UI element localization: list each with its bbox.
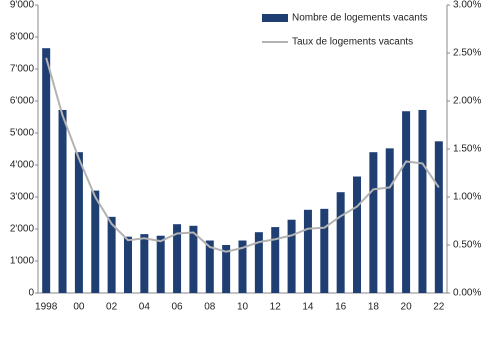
x-tick-label: 18 (368, 302, 380, 313)
y2-tick-label: 3.00% (453, 0, 481, 11)
x-tick-label: 00 (73, 302, 85, 313)
bar (385, 148, 394, 293)
bar (336, 192, 345, 293)
x-tick-label: 14 (302, 302, 314, 313)
x-tick-label: 20 (401, 302, 413, 313)
bar (123, 236, 132, 293)
y-tick-label: 3'000 (10, 192, 35, 203)
bar (238, 240, 247, 293)
bar (91, 190, 100, 293)
bar (222, 245, 231, 293)
bar (254, 232, 263, 293)
legend-label: Taux de logements vacants (292, 37, 413, 48)
bar (353, 176, 362, 293)
bar (418, 109, 427, 294)
bar (205, 240, 214, 293)
y-tick-label: 0 (28, 288, 34, 299)
x-tick-label: 04 (139, 302, 151, 313)
y-tick-label: 1'000 (10, 256, 35, 267)
y-tick-label: 4'000 (10, 160, 35, 171)
y2-tick-label: 1.50% (453, 144, 481, 155)
bar (189, 225, 198, 293)
y2-tick-label: 0.50% (453, 240, 481, 251)
legend-label: Nombre de logements vacants (292, 13, 428, 24)
bar (42, 48, 51, 294)
y-tick-label: 2'000 (10, 224, 35, 235)
line (45, 57, 440, 253)
x-tick-label: 10 (237, 302, 249, 313)
bar (156, 235, 165, 293)
y2-tick-label: 1.00% (453, 192, 481, 203)
x-tick-label: 12 (270, 302, 282, 313)
x-tick-label: 02 (106, 302, 118, 313)
x-tick-label: 08 (204, 302, 216, 313)
y-tick-label: 7'000 (10, 64, 35, 75)
y-tick-label: 6'000 (10, 96, 35, 107)
bar (402, 111, 411, 294)
bar (107, 216, 116, 293)
y-tick-label: 5'000 (10, 128, 35, 139)
x-tick-label: 22 (433, 302, 445, 313)
bar (369, 152, 378, 293)
y2-tick-label: 2.00% (453, 96, 481, 107)
x-tick-label: 06 (171, 302, 183, 313)
y2-tick-label: 0.00% (453, 288, 481, 299)
bar (173, 224, 182, 293)
bar (271, 227, 280, 293)
bar (58, 109, 67, 294)
bar (140, 234, 149, 293)
y2-tick-label: 2.50% (453, 48, 481, 59)
legend-swatch (262, 14, 288, 22)
bar (320, 208, 329, 293)
bar (434, 141, 443, 293)
bar (287, 219, 296, 293)
bar (303, 209, 312, 293)
bar (74, 152, 83, 293)
y-tick-label: 9'000 (10, 0, 35, 11)
x-tick-label: 1998 (35, 302, 58, 313)
x-tick-label: 16 (335, 302, 347, 313)
y-tick-label: 8'000 (10, 32, 35, 43)
